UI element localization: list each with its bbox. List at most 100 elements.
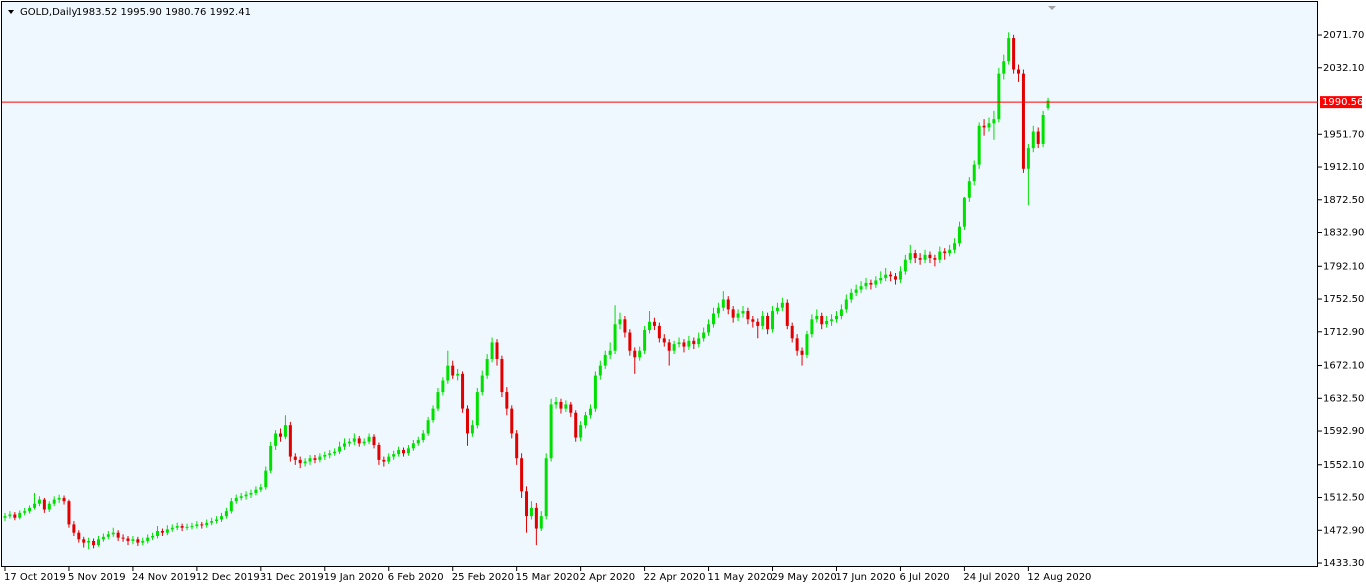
candle-body — [106, 534, 110, 537]
candle-body — [839, 309, 843, 316]
candle-body — [475, 392, 479, 426]
candle-body — [436, 392, 440, 409]
candle-body — [869, 282, 873, 285]
candle-body — [210, 521, 214, 523]
candle-body — [274, 433, 278, 446]
candle-body — [652, 321, 656, 326]
candle-body — [1036, 131, 1040, 144]
y-tick-label: 1872.50 — [1323, 195, 1364, 206]
candle-body — [323, 454, 327, 457]
candle-body — [3, 516, 7, 518]
candle-body — [421, 433, 425, 441]
x-tick-label: 24 Nov 2019 — [132, 572, 196, 583]
candle-body — [544, 458, 548, 517]
y-tick-label: 1832.90 — [1323, 228, 1364, 239]
candle-body — [47, 503, 51, 510]
candle-body — [318, 456, 322, 460]
candle-body — [967, 181, 971, 198]
candle-body — [215, 519, 219, 522]
candle-body — [849, 292, 853, 300]
candle-body — [461, 373, 465, 409]
x-tick-label: 15 Mar 2020 — [516, 572, 579, 583]
candle-body — [667, 342, 671, 351]
candle-body — [623, 319, 627, 333]
candle-body — [598, 365, 602, 376]
x-tick-label: 19 Jan 2020 — [324, 572, 384, 583]
candle-body — [574, 412, 578, 438]
candle-body — [608, 350, 612, 355]
candle-body — [151, 535, 155, 538]
candle-body — [239, 496, 243, 498]
x-tick-label: 24 Jul 2020 — [963, 572, 1020, 583]
candle-body — [480, 375, 484, 393]
candle-body — [465, 408, 469, 434]
candle-body — [264, 470, 268, 488]
candle-body — [456, 373, 460, 376]
candle-body — [126, 538, 130, 541]
candle-body — [37, 499, 41, 504]
candle-body — [844, 299, 848, 310]
candle-body — [702, 332, 706, 339]
candle-body — [731, 309, 735, 318]
candle-body — [697, 338, 701, 345]
candle-body — [111, 532, 115, 535]
candle-body — [938, 251, 942, 260]
candle-body — [707, 324, 711, 333]
candle-body — [402, 449, 406, 454]
candle-body — [525, 491, 529, 517]
x-tick-label: 5 Nov 2019 — [68, 572, 126, 583]
candle-body — [382, 459, 386, 462]
candle-body — [347, 441, 351, 444]
candle-body — [889, 274, 893, 277]
x-tick-label: 11 May 2020 — [708, 572, 773, 583]
candle-body — [520, 458, 524, 492]
y-tick-label: 1712.90 — [1323, 327, 1364, 338]
candle-body — [884, 274, 888, 278]
candle-body — [165, 529, 169, 533]
candle-body — [96, 539, 100, 546]
candle-body — [244, 494, 248, 497]
candle-body — [362, 441, 366, 444]
x-tick-label: 29 May 2020 — [772, 572, 837, 583]
candle-body — [92, 540, 96, 546]
y-tick-label: 1552.10 — [1323, 460, 1364, 471]
candle-body — [303, 461, 307, 464]
candle-body — [972, 164, 976, 182]
candle-body — [662, 338, 666, 343]
candle-body — [908, 253, 912, 260]
candle-body — [820, 315, 824, 325]
candle-body — [726, 299, 730, 310]
candle-body — [495, 342, 499, 359]
candle-body — [736, 313, 740, 318]
candle-body — [687, 340, 691, 347]
candle-body — [825, 320, 829, 325]
candle-body — [864, 282, 868, 287]
candle-body — [898, 271, 902, 280]
candle-body — [795, 338, 799, 351]
candle-body — [87, 540, 91, 543]
candle-body — [692, 340, 696, 345]
x-tick-label: 6 Jul 2020 — [899, 572, 949, 583]
candle-body — [633, 350, 637, 358]
candle-body — [372, 436, 376, 446]
candle-body — [913, 253, 917, 259]
candle-body — [101, 536, 105, 540]
candle-body — [352, 438, 356, 442]
candle-body — [775, 307, 779, 312]
candle-body — [564, 404, 568, 409]
candle-body — [957, 226, 961, 244]
candle-body — [854, 289, 858, 293]
candle-body — [470, 425, 474, 434]
candle-body — [411, 443, 415, 449]
candle-body — [997, 73, 1001, 120]
plot-layer: 1433.30 1472.90 1512.50 1552.10 1592.90 1632.… — [2, 30, 1364, 583]
candle-body — [42, 499, 46, 510]
candle-body — [918, 258, 922, 260]
candle-body — [116, 532, 120, 538]
candle-body — [771, 311, 775, 330]
candle-body — [175, 526, 179, 528]
candle-body — [1046, 100, 1050, 108]
candle-body — [328, 453, 332, 455]
candle-body — [1031, 131, 1035, 149]
candle-body — [894, 276, 898, 280]
